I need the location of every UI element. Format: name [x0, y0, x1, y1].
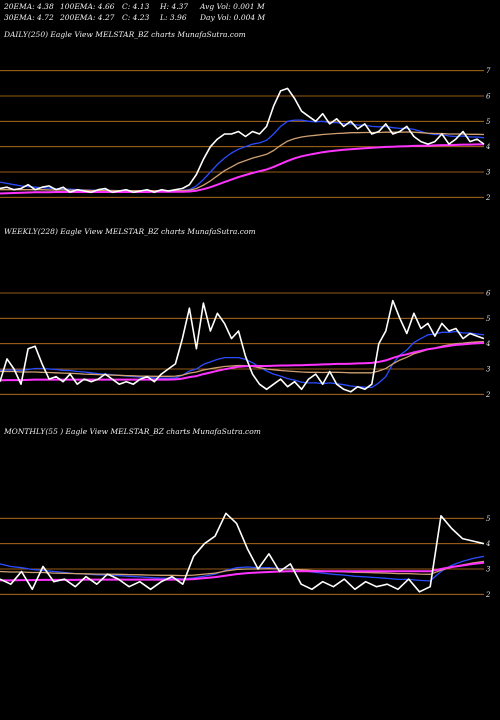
monthly-y-tick-label: 2 [485, 591, 491, 599]
daily-y-tick-label: 7 [486, 67, 491, 75]
weekly-chart: 6 5 4 3 2 [0, 290, 491, 399]
daily-y-tick-label: 4 [485, 143, 490, 151]
daily-chart-title: DAILY(250) Eagle View MELSTAR_BZ charts … [4, 30, 246, 39]
daily-ema-line [0, 143, 484, 195]
daily-price-line [0, 87, 485, 194]
daily-ema-line [0, 119, 485, 192]
stat-200ema: 200EMA: 4.27 [60, 13, 115, 22]
weekly-y-tick-label: 2 [485, 391, 491, 399]
daily-y-tick-label: 6 [486, 93, 491, 101]
monthly-y-tick-label: 4 [485, 540, 490, 548]
monthly-y-tick-label: 5 [486, 515, 491, 523]
monthly-ema-line [0, 561, 485, 582]
weekly-y-tick-label: 3 [486, 366, 491, 374]
daily-ema-line [0, 131, 485, 192]
weekly-y-tick-label: 5 [486, 315, 491, 323]
monthly-ema-line [0, 560, 485, 577]
stat-avg-vol: Avg Vol: 0.001 M [200, 2, 265, 11]
stat-20ema: 20EMA: 4.38 [4, 2, 54, 11]
daily-y-tick-label: 5 [486, 118, 491, 126]
stat-low: L: 3.96 [160, 13, 187, 22]
weekly-y-tick-label: 4 [485, 340, 490, 348]
monthly-y-tick-label: 3 [486, 566, 491, 574]
weekly-chart-title: WEEKLY(228) Eagle View MELSTAR_BZ charts… [4, 227, 256, 236]
monthly-chart-title: MONTHLY(55 ) Eagle View MELSTAR_BZ chart… [4, 427, 261, 436]
stat-30ema: 30EMA: 4.72 [4, 13, 54, 22]
weekly-price-line [0, 299, 485, 393]
stat-open: C: 4.23 [122, 13, 150, 22]
weekly-ema-line [0, 341, 485, 382]
monthly-chart: 5 4 3 2 [0, 512, 491, 599]
daily-y-tick-label: 2 [485, 194, 491, 202]
stat-high: H: 4.37 [160, 2, 189, 11]
ema-stats-header: 20EMA: 4.38 100EMA: 4.66 C: 4.13 H: 4.37… [0, 0, 500, 24]
weekly-y-tick-label: 6 [486, 290, 491, 298]
weekly-ema-line [0, 330, 485, 389]
stat-day-vol: Day Vol: 0.004 M [200, 13, 266, 22]
daily-y-tick-label: 3 [486, 169, 491, 177]
stat-close: C: 4.13 [122, 2, 150, 11]
monthly-price-line [0, 512, 485, 593]
daily-chart: 7 6 5 4 3 2 [0, 67, 491, 202]
stat-100ema: 100EMA: 4.66 [60, 2, 115, 11]
